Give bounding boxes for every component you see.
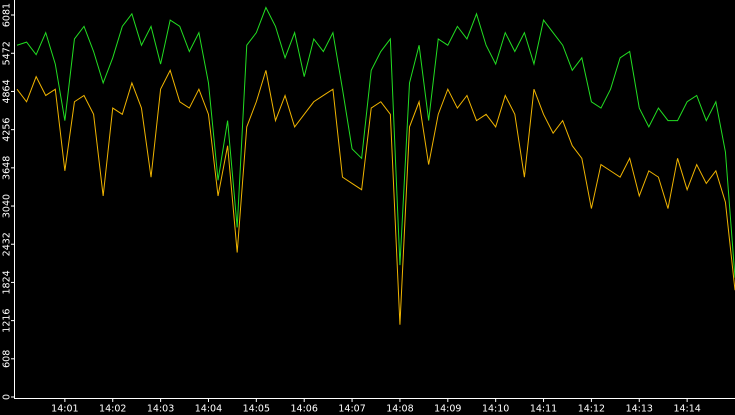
x-tick-label: 14:02 — [99, 404, 126, 415]
x-tick-label: 14:07 — [338, 404, 365, 415]
y-tick-label: 608 — [2, 350, 13, 368]
x-tick-label: 14:12 — [578, 404, 605, 415]
y-tick-label: 4256 — [2, 118, 13, 142]
y-tick-label: 4864 — [2, 79, 13, 103]
x-tick-label: 14:09 — [434, 404, 461, 415]
x-tick-label: 14:13 — [626, 404, 653, 415]
x-tick-label: 14:05 — [243, 404, 270, 415]
x-tick-label: 14:01 — [51, 404, 78, 415]
y-tick-label: 5472 — [2, 41, 13, 65]
x-tick-label: 14:14 — [673, 404, 700, 415]
y-tick-label: 2432 — [2, 232, 13, 256]
series-line — [16, 6, 735, 278]
y-tick-label: 1216 — [2, 309, 13, 333]
y-tick-label: 1824 — [2, 270, 13, 294]
x-tick-label: 14:06 — [291, 404, 318, 415]
y-tick-label: 3040 — [2, 194, 13, 218]
y-tick-label: 0 — [2, 394, 13, 400]
y-tick-label: 6081 — [2, 3, 13, 27]
series-line — [16, 69, 735, 325]
x-tick-label: 14:08 — [386, 404, 413, 415]
x-tick-label: 14:04 — [195, 404, 222, 415]
y-tick-label: 3648 — [2, 156, 13, 180]
x-tick-label: 14:03 — [147, 404, 174, 415]
x-tick-label: 14:10 — [482, 404, 509, 415]
x-tick-label: 14:11 — [530, 404, 557, 415]
